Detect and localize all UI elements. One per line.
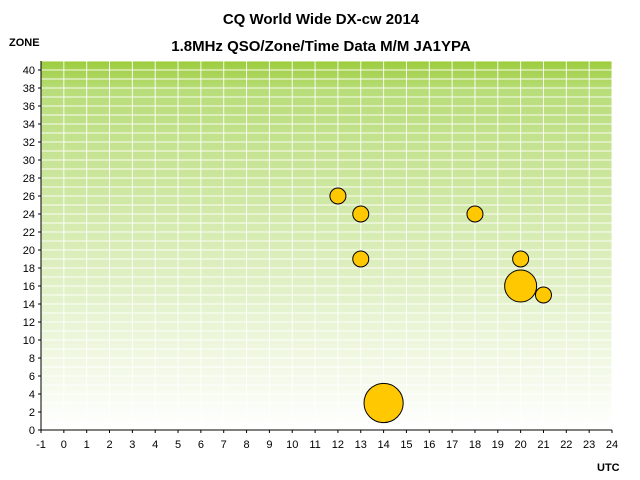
y-tick-label: 34: [23, 119, 35, 131]
y-tick-label: 16: [23, 281, 35, 293]
x-tick-label: 22: [560, 439, 572, 451]
y-tick-label: 20: [23, 245, 35, 257]
bubble-point: [512, 250, 530, 268]
x-tick-label: 3: [129, 439, 135, 451]
y-tick-label: 32: [23, 137, 35, 149]
axes: [38, 61, 613, 433]
x-tick-label: 15: [400, 439, 412, 451]
x-tick-label: 19: [492, 439, 504, 451]
x-tick-label: 14: [377, 439, 389, 451]
y-tick-label: 0: [29, 425, 35, 437]
y-tick-label: 10: [23, 335, 35, 347]
x-tick-label: 4: [152, 439, 158, 451]
x-axis-title: UTC: [597, 462, 620, 474]
x-tick-label: 7: [221, 439, 227, 451]
x-tick-label: 11: [309, 439, 320, 451]
bubbles: [329, 187, 552, 424]
x-tick-label: -1: [36, 439, 46, 451]
y-tick-label: 38: [23, 83, 35, 95]
x-tick-label: 8: [243, 439, 249, 451]
plot-area: [41, 61, 612, 430]
x-tick-labels: -1 0 1 2 3 4 5 6 7 8 9 10 11 12 13 14 15 16 17 18 19 20 21 22 23…: [36, 439, 618, 451]
x-tick-label: 9: [266, 439, 272, 451]
bubble-point: [466, 205, 484, 223]
y-tick-label: 26: [23, 191, 35, 203]
bubble-point: [352, 205, 370, 223]
y-tick-label: 12: [23, 317, 35, 329]
y-tick-label: 2: [29, 407, 35, 419]
x-tick-label: 6: [198, 439, 204, 451]
y-tick-label: 4: [29, 389, 35, 401]
y-tick-label: 6: [29, 371, 35, 383]
x-tick-label: 13: [355, 439, 367, 451]
x-tick-label: 20: [515, 439, 527, 451]
x-tick-label: 18: [469, 439, 481, 451]
x-tick-label: 16: [423, 439, 435, 451]
y-tick-label: 36: [23, 101, 35, 113]
chart-subtitle: 1.8MHz QSO/Zone/Time Data M/M JA1YPA: [171, 38, 471, 55]
x-tick-label: 5: [175, 439, 181, 451]
y-tick-label: 18: [23, 263, 35, 275]
y-tick-label: 24: [23, 209, 35, 221]
y-axis-title: ZONE: [9, 37, 40, 49]
y-tick-label: 8: [29, 353, 35, 365]
bubble-point: [504, 269, 538, 303]
y-tick-label: 30: [23, 155, 35, 167]
x-tick-label: 2: [106, 439, 112, 451]
y-tick-label: 22: [23, 227, 35, 239]
bubble-point: [329, 187, 347, 205]
x-tick-label: 0: [61, 439, 67, 451]
x-tick-label: 1: [84, 439, 90, 451]
bubble-point: [363, 382, 404, 424]
grid-lines: [41, 60, 613, 430]
y-tick-label: 40: [23, 65, 35, 77]
bubble-point: [534, 286, 552, 304]
x-tick-label: 23: [583, 439, 595, 451]
y-tick-label: 28: [23, 173, 35, 185]
chart-title: CQ World Wide DX-cw 2014: [223, 11, 420, 28]
x-tick-label: 24: [606, 439, 618, 451]
y-tick-label: 14: [23, 299, 35, 311]
x-tick-label: 10: [286, 439, 298, 451]
bubble-point: [352, 250, 370, 268]
x-tick-label: 17: [446, 439, 458, 451]
x-tick-label: 12: [332, 439, 344, 451]
x-tick-label: 21: [537, 439, 549, 451]
